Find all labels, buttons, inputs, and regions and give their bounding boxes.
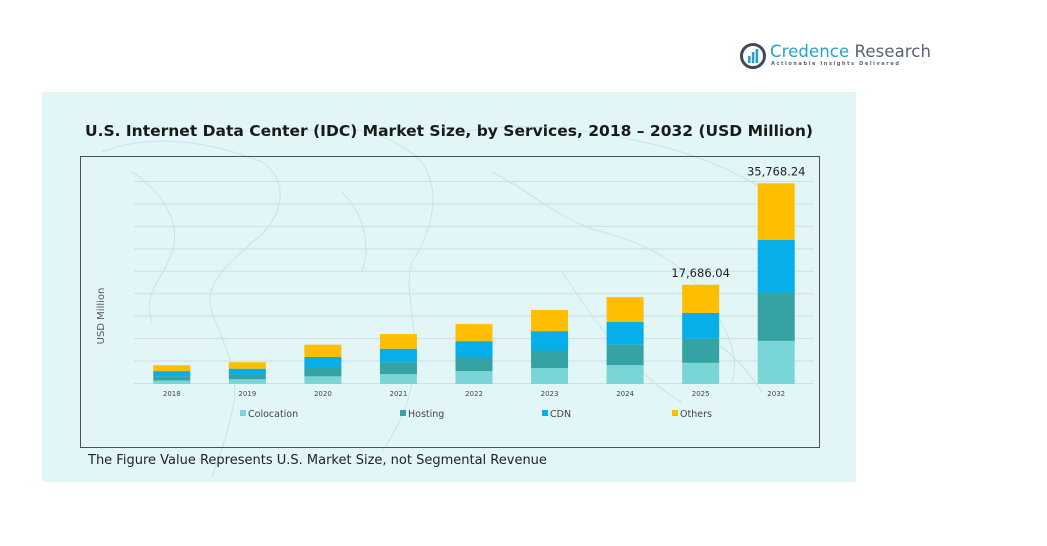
bar-segment-hosting-2022 (455, 357, 493, 372)
footnote: The Figure Value Represents U.S. Market … (88, 453, 547, 468)
bar-segment-colocation-2032 (757, 340, 795, 384)
brand-name: Credence Research (770, 42, 931, 61)
bar-segment-cdn-2021 (379, 348, 417, 363)
bar-segment-others-2025 (682, 284, 720, 313)
data-label: 35,768.24 (747, 164, 806, 178)
x-tick-label: 2023 (541, 390, 559, 398)
bar-segment-others-2022 (455, 324, 493, 342)
brand-name-part2: Research (849, 42, 932, 61)
x-tick-label: 2032 (767, 390, 785, 398)
bar-segment-hosting-2025 (682, 338, 720, 363)
x-tick-labels: 2018 2019 2020 2021 2022 2023 2024 2025 2032 (163, 390, 785, 398)
legend-swatch-cdn (542, 410, 548, 416)
y-axis-label: USD Million (96, 288, 107, 345)
stacked-bar-chart: 2018 2019 2020 2021 2022 2023 2024 2025 2032 17,… (96, 164, 814, 420)
legend-swatch-others (672, 410, 678, 416)
legend-label-colocation: Colocation (248, 409, 298, 420)
chart-title: U.S. Internet Data Center (IDC) Market S… (84, 122, 814, 140)
x-tick-label: 2022 (465, 390, 483, 398)
bar-segment-colocation-2025 (682, 362, 720, 384)
bar-segment-hosting-2021 (379, 362, 417, 375)
legend-swatch-colocation (240, 410, 246, 416)
bar-segment-colocation-2022 (455, 371, 493, 384)
chart-panel: U.S. Internet Data Center (IDC) Market S… (42, 92, 856, 482)
legend-label-others: Others (680, 409, 712, 420)
bar-segment-cdn-2023 (531, 331, 569, 351)
bar-segment-others-2032 (757, 183, 795, 241)
bar-segment-cdn-2024 (606, 321, 644, 345)
bar-segment-others-2021 (379, 334, 417, 349)
bar-chart-circle-logo-icon (740, 43, 766, 69)
bar-segment-hosting-2019 (228, 374, 266, 380)
bar-segment-colocation-2024 (606, 365, 644, 384)
bar-segment-colocation-2020 (304, 376, 342, 384)
bar-segment-cdn-2020 (304, 357, 342, 367)
bar-segment-hosting-2018 (153, 376, 191, 381)
bar-segment-cdn-2022 (455, 341, 493, 358)
x-tick-label: 2021 (390, 390, 408, 398)
bar-segment-others-2018 (153, 365, 191, 372)
bar-segment-others-2024 (606, 297, 644, 322)
bar-segment-others-2020 (304, 344, 342, 358)
brand-logo: Credence Research Actionable Insights De… (740, 40, 931, 74)
bar-segment-hosting-2024 (606, 344, 644, 366)
chart-frame (80, 156, 820, 448)
bar-segment-cdn-2019 (228, 368, 266, 375)
legend-swatch-hosting (400, 410, 406, 416)
bar-segment-colocation-2023 (531, 368, 569, 384)
bar-segment-others-2019 (228, 362, 266, 369)
x-tick-label: 2019 (238, 390, 256, 398)
data-labels: 17,686.04 35,768.24 (671, 164, 805, 279)
legend: Colocation Hosting CDN Others (240, 409, 712, 420)
bar-segment-cdn-2018 (153, 371, 191, 377)
bar-segment-hosting-2020 (304, 366, 342, 377)
x-tick-label: 2020 (314, 390, 332, 398)
bar-segment-hosting-2023 (531, 350, 569, 369)
bars (153, 183, 795, 384)
bar-segment-cdn-2025 (682, 312, 720, 339)
brand-tagline: Actionable Insights Delivered (771, 61, 901, 67)
bar-segment-cdn-2032 (757, 240, 795, 293)
legend-label-hosting: Hosting (408, 409, 444, 420)
legend-label-cdn: CDN (550, 409, 571, 420)
brand-name-part1: Credence (770, 42, 850, 61)
bar-segment-others-2023 (531, 309, 569, 332)
x-tick-label: 2024 (616, 390, 634, 398)
bar-segment-hosting-2032 (757, 292, 795, 341)
bar-segment-colocation-2019 (228, 379, 266, 384)
x-tick-label: 2025 (692, 390, 710, 398)
x-tick-label: 2018 (163, 390, 181, 398)
bar-segment-colocation-2021 (379, 374, 417, 384)
bar-segment-colocation-2018 (153, 380, 191, 384)
data-label: 17,686.04 (671, 266, 730, 280)
